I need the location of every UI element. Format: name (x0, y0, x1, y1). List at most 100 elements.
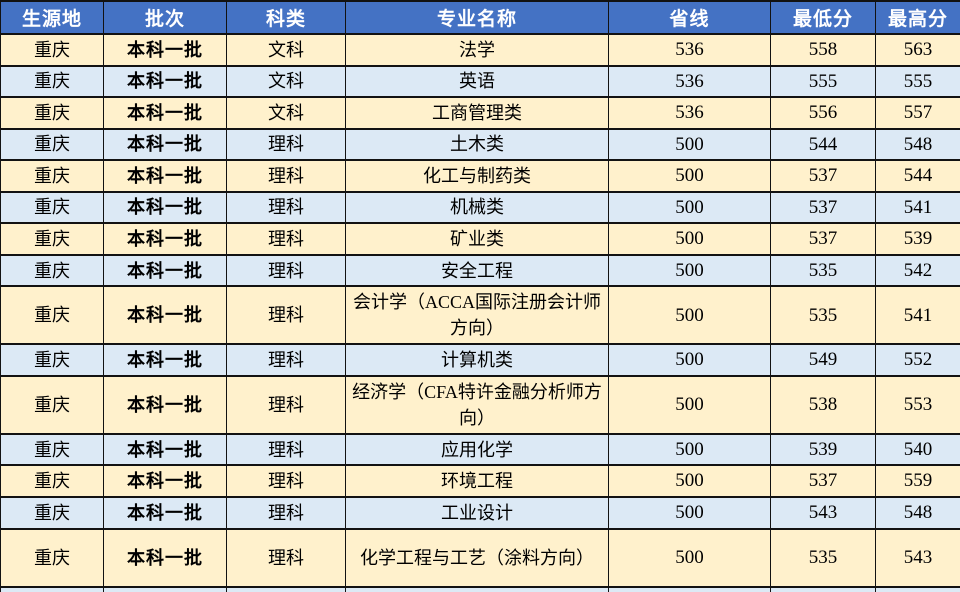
cell-max-score: 552 (875, 343, 960, 377)
cell-major: 计算机类 (345, 343, 609, 377)
cell-max-score: 540 (875, 432, 960, 467)
cell-max-score: 544 (875, 159, 960, 193)
header-row: 生源地 批次 科类 专业名称 省线 最低分 最高分 (0, 0, 960, 35)
cell-origin: 重庆 (0, 527, 104, 588)
cell-batch: 本科一批 (103, 374, 227, 435)
cell-origin: 重庆 (0, 253, 104, 288)
cell-batch: 本科一批 (103, 285, 227, 346)
cell-category: 理科 (226, 496, 346, 530)
cell-max-score: 539 (875, 222, 960, 256)
cell-origin: 重庆 (0, 159, 104, 193)
cell-major: 化学工程与工艺（涂料方向） (345, 527, 609, 588)
cell-category: 理科 (226, 222, 346, 256)
table-row: 重庆 本科一批 理科 化工与制药类 500 537 544 (0, 159, 960, 193)
cell-origin: 重庆 (0, 432, 104, 467)
cell-category: 理科 (226, 285, 346, 346)
table-row: 重庆本科一批理科能源与动力工程（中外合作办学）500508508 (0, 585, 960, 592)
cell-category: 文科 (226, 96, 346, 130)
cell-province-line: 500 (608, 253, 771, 288)
table-row: 重庆 本科一批 理科 计算机类 500 549 552 (0, 343, 960, 377)
cell-max-score: 543 (875, 527, 960, 588)
cell-batch: 本科一批 (103, 527, 227, 588)
cell-max-score: 557 (875, 96, 960, 130)
cell-min-score: 537 (770, 222, 876, 256)
table-row: 重庆 本科一批 文科 工商管理类 536 556 557 (0, 96, 960, 130)
cell-category: 文科 (226, 64, 346, 99)
cell-origin: 重庆 (0, 496, 104, 530)
cell-province-line: 536 (608, 33, 771, 67)
cell-province-line: 500 (608, 190, 771, 225)
cell-min-score: 508 (770, 585, 876, 592)
cell-province-line: 500 (608, 432, 771, 467)
cell-major: 应用化学 (345, 432, 609, 467)
cell-min-score: 537 (770, 464, 876, 499)
cell-origin: 重庆 (0, 33, 104, 67)
cell-province-line: 500 (608, 585, 771, 592)
cell-min-score: 539 (770, 432, 876, 467)
cell-major: 工商管理类 (345, 96, 609, 130)
column-header-batch: 批次 (103, 0, 227, 35)
table-row: 重庆 本科一批 理科 经济学（CFA特许金融分析师方向） 500 538 553 (0, 374, 960, 435)
cell-batch: 本科一批 (103, 96, 227, 130)
table-row: 重庆 本科一批 理科 应用化学 500 539 540 (0, 432, 960, 467)
cell-major: 安全工程 (345, 253, 609, 288)
cell-max-score: 563 (875, 33, 960, 67)
cell-batch: 本科一批 (103, 496, 227, 530)
cell-batch: 本科一批 (103, 222, 227, 256)
table-body: 重庆 本科一批 文科 法学 536 558 563 重庆 本科一批 文科 英语 536 555 555 重庆… (0, 33, 960, 592)
cell-major: 土木类 (345, 127, 609, 162)
cell-min-score: 535 (770, 253, 876, 288)
cell-origin: 重庆 (0, 374, 104, 435)
cell-max-score: 508 (875, 585, 960, 592)
cell-origin: 重庆 (0, 585, 104, 592)
cell-min-score: 543 (770, 496, 876, 530)
cell-category: 理科 (226, 343, 346, 377)
cell-min-score: 555 (770, 64, 876, 99)
cell-max-score: 559 (875, 464, 960, 499)
cell-origin: 重庆 (0, 285, 104, 346)
cell-batch: 本科一批 (103, 127, 227, 162)
cell-max-score: 548 (875, 127, 960, 162)
cell-major: 会计学（ACCA国际注册会计师方向） (345, 285, 609, 346)
cell-category: 理科 (226, 527, 346, 588)
column-header-major: 专业名称 (345, 0, 609, 35)
table-row: 重庆 本科一批 理科 土木类 500 544 548 (0, 127, 960, 162)
cell-major: 机械类 (345, 190, 609, 225)
cell-origin: 重庆 (0, 343, 104, 377)
cell-category: 理科 (226, 190, 346, 225)
cell-batch: 本科一批 (103, 343, 227, 377)
cell-max-score: 548 (875, 496, 960, 530)
cell-province-line: 500 (608, 159, 771, 193)
cell-min-score: 537 (770, 190, 876, 225)
cell-major: 英语 (345, 64, 609, 99)
cell-major: 法学 (345, 33, 609, 67)
cell-min-score: 549 (770, 343, 876, 377)
cell-category: 理科 (226, 127, 346, 162)
cell-category: 理科 (226, 159, 346, 193)
cell-batch: 本科一批 (103, 464, 227, 499)
cell-category: 理科 (226, 432, 346, 467)
cell-batch: 本科一批 (103, 64, 227, 99)
cell-major: 能源与动力工程（中外合作办学） (345, 585, 609, 592)
cell-province-line: 500 (608, 464, 771, 499)
table-row: 重庆 本科一批 文科 法学 536 558 563 (0, 33, 960, 67)
cell-min-score: 535 (770, 527, 876, 588)
cell-major: 工业设计 (345, 496, 609, 530)
column-header-province-line: 省线 (608, 0, 771, 35)
cell-major: 矿业类 (345, 222, 609, 256)
cell-batch: 本科一批 (103, 159, 227, 193)
cell-min-score: 537 (770, 159, 876, 193)
cell-max-score: 555 (875, 64, 960, 99)
cell-batch: 本科一批 (103, 33, 227, 67)
cell-origin: 重庆 (0, 222, 104, 256)
table-row: 重庆 本科一批 理科 工业设计 500 543 548 (0, 496, 960, 530)
column-header-origin: 生源地 (0, 0, 104, 35)
cell-province-line: 500 (608, 527, 771, 588)
cell-category: 理科 (226, 585, 346, 592)
cell-category: 文科 (226, 33, 346, 67)
table-row: 重庆 本科一批 理科 化学工程与工艺（涂料方向） 500 535 543 (0, 527, 960, 588)
cell-province-line: 500 (608, 343, 771, 377)
cell-min-score: 538 (770, 374, 876, 435)
table-row: 重庆 本科一批 理科 环境工程 500 537 559 (0, 464, 960, 499)
